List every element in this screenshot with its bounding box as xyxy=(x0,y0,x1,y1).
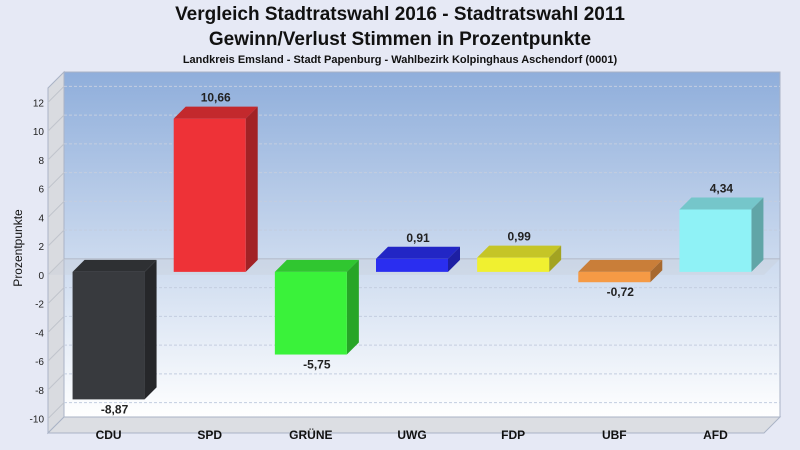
chart-subtitle: Gewinn/Verlust Stimmen in Prozentpunkte xyxy=(208,29,592,50)
grid-line-side xyxy=(47,114,65,132)
bar-side-face xyxy=(346,259,359,355)
bar-top-face xyxy=(274,259,359,272)
bar-side-face xyxy=(245,106,258,272)
x-tick-label: GRÜNE xyxy=(289,427,332,442)
grid-line-side xyxy=(47,258,65,276)
grid-line-side xyxy=(47,316,65,333)
bar-top-face xyxy=(376,246,460,259)
grid-line-side xyxy=(47,86,65,103)
y-tick-label: -10 xyxy=(30,415,45,426)
y-tick-label: -8 xyxy=(35,386,44,397)
bar-side-face xyxy=(448,246,460,272)
bar-top-face xyxy=(679,197,764,210)
y-tick-label: 12 xyxy=(33,98,45,109)
y-axis-label: Prozentpunkte xyxy=(11,209,25,287)
bar-fdp xyxy=(477,257,550,272)
data-label: 10,66 xyxy=(201,91,231,105)
y-tick-label: 8 xyxy=(38,156,44,167)
x-tick-label: UBF xyxy=(602,428,627,442)
data-label: 4,34 xyxy=(710,181,734,195)
floor xyxy=(46,416,782,434)
data-label: -8,87 xyxy=(101,402,129,416)
grid-line-side xyxy=(47,287,65,304)
data-label: 0,99 xyxy=(507,230,531,244)
x-tick-label: AFD xyxy=(703,428,728,442)
grid-line-side xyxy=(47,201,65,218)
bar-side-face xyxy=(549,245,562,272)
data-label: -0,72 xyxy=(607,285,635,299)
bar-top-face xyxy=(72,259,157,272)
grid-line-side xyxy=(47,229,65,247)
y-tick-label: 10 xyxy=(33,127,45,138)
grid-line-side xyxy=(47,143,65,161)
y-tick-label: -6 xyxy=(35,357,44,368)
data-label: 0,91 xyxy=(406,231,430,245)
data-label: -5,75 xyxy=(303,358,331,372)
bar-side-face xyxy=(650,259,663,283)
y-tick-label: -2 xyxy=(35,300,44,311)
grid-line-side xyxy=(47,402,65,419)
bar-uwg xyxy=(376,258,448,272)
grid-line-side xyxy=(47,172,65,189)
y-tick-label: 0 xyxy=(38,271,44,282)
y-tick-label: 4 xyxy=(38,213,44,224)
bar-afd xyxy=(679,209,752,272)
x-tick-label: SPD xyxy=(197,428,222,442)
bar-cdu xyxy=(72,271,145,400)
bar-top-face xyxy=(477,245,562,258)
bar-spd xyxy=(173,118,246,272)
bar-grüne xyxy=(274,271,347,355)
left-wall xyxy=(47,70,65,435)
y-tick-label: 2 xyxy=(38,242,44,253)
x-tick-label: CDU xyxy=(96,428,122,442)
grid-line-side xyxy=(47,344,65,362)
chart-title: Vergleich Stadtratswahl 2016 - Stadtrats… xyxy=(175,4,625,25)
chart-subtitle-location: Landkreis Emsland - Stadt Papenburg - Wa… xyxy=(182,54,618,66)
y-tick-label: 6 xyxy=(38,185,44,196)
bar-side-face xyxy=(751,197,764,272)
y-tick-label: -4 xyxy=(35,328,44,339)
bar-top-face xyxy=(173,106,258,119)
grid-line-side xyxy=(47,373,65,391)
bar-side-face xyxy=(144,259,157,400)
x-tick-label: UWG xyxy=(397,428,426,442)
x-tick-label: FDP xyxy=(501,428,525,442)
bar-top-face xyxy=(578,259,663,272)
bar-ubf xyxy=(578,271,651,283)
